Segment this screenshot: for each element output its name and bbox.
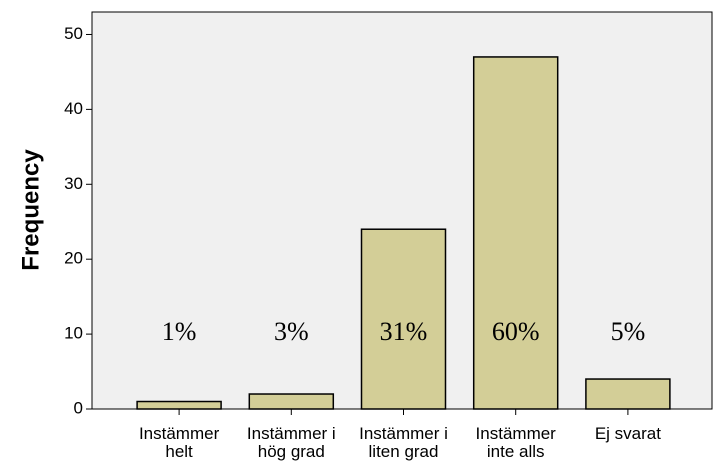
bar	[360, 228, 447, 410]
bar	[248, 393, 335, 410]
x-tick-label: Ej svarat	[595, 424, 661, 443]
x-tick-label-line: Instämmer i	[247, 424, 336, 443]
annotation: 60%	[492, 317, 540, 346]
bar	[472, 56, 559, 410]
x-tick-label-line: helt	[165, 442, 193, 461]
y-tick-label: 50	[64, 24, 83, 43]
bar	[136, 400, 222, 410]
x-tick-label-line: Instämmer i	[359, 424, 448, 443]
y-tick-label: 20	[64, 249, 83, 268]
x-tick-label: Instämmer inte alls	[476, 424, 557, 461]
x-tick-label: Instämmer i hög grad	[247, 424, 336, 461]
x-tick-label-line: Instämmer	[139, 424, 220, 443]
annotation: 31%	[380, 317, 428, 346]
x-tick-label: Instämmer helt	[139, 424, 220, 461]
y-tick-label: 40	[64, 99, 83, 118]
y-tick-label: 30	[64, 174, 83, 193]
annotation: 3%	[274, 317, 309, 346]
bar	[585, 378, 671, 410]
y-tick-label: 0	[74, 398, 83, 417]
x-tick-label-line: inte alls	[487, 442, 545, 461]
x-tick-label-line: Ej svarat	[595, 424, 661, 443]
annotation: 5%	[611, 317, 646, 346]
x-tick-label-line: Instämmer	[476, 424, 557, 443]
x-tick-label: Instämmer i liten grad	[359, 424, 448, 461]
x-tick-label-line: hög grad	[258, 442, 325, 461]
x-tick-label-line: liten grad	[369, 442, 439, 461]
y-axis-label: Frequency	[17, 149, 44, 271]
y-tick-label: 10	[64, 324, 83, 343]
annotation: 1%	[162, 317, 197, 346]
